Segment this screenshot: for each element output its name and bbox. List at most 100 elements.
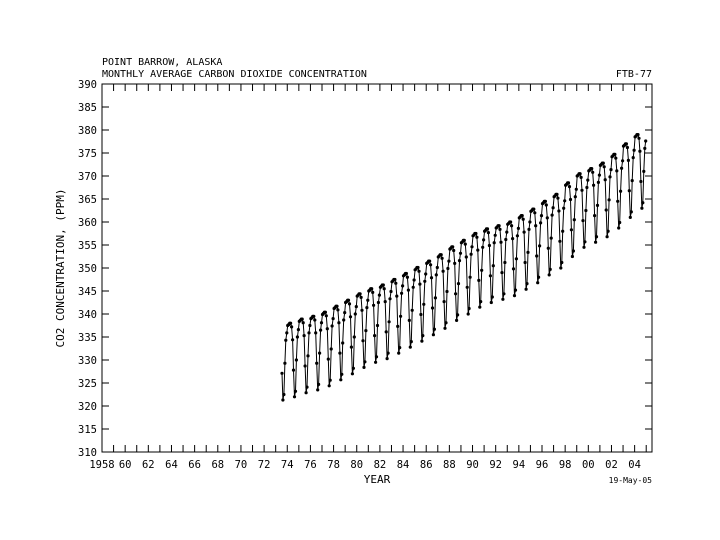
- data-point: [621, 159, 625, 163]
- data-point: [360, 308, 364, 312]
- data-point: [376, 300, 380, 305]
- data-point: [592, 183, 596, 187]
- data-point: [328, 378, 332, 382]
- x-tick-label: 60: [119, 459, 132, 471]
- y-tick-label: 370: [78, 171, 97, 183]
- data-point: [417, 269, 421, 273]
- data-point: [620, 166, 624, 170]
- data-point: [285, 331, 289, 335]
- data-point: [306, 354, 310, 358]
- data-point: [557, 209, 561, 213]
- data-point: [330, 324, 334, 328]
- data-point: [644, 139, 648, 143]
- data-point: [601, 161, 605, 165]
- x-axis-title: YEAR: [364, 473, 391, 486]
- chart-subtitle: MONTHLY AVERAGE CARBON DIOXIDE CONCENTRA…: [102, 69, 367, 80]
- data-point: [568, 197, 573, 202]
- data-point: [498, 227, 502, 231]
- data-point: [492, 241, 496, 245]
- data-point: [454, 292, 458, 296]
- data-point: [364, 329, 368, 333]
- data-point: [318, 351, 322, 355]
- data-point: [329, 347, 333, 351]
- data-point: [625, 145, 630, 150]
- data-point: [597, 173, 602, 177]
- data-point: [638, 149, 642, 153]
- data-point: [341, 341, 345, 345]
- data-point: [346, 298, 351, 302]
- data-point: [445, 289, 449, 294]
- data-point: [434, 273, 438, 277]
- data-point: [398, 346, 402, 350]
- data-point: [352, 335, 356, 339]
- data-point: [302, 334, 306, 338]
- x-tick-label: 94: [513, 459, 526, 471]
- data-point: [486, 231, 490, 235]
- y-tick-label: 385: [78, 102, 97, 114]
- data-point: [464, 255, 468, 259]
- data-point: [585, 185, 589, 190]
- data-point: [422, 302, 426, 306]
- x-tick-label: 66: [188, 459, 201, 471]
- data-point: [387, 320, 391, 324]
- data-point: [581, 219, 585, 223]
- data-point: [556, 196, 560, 200]
- x-tick-label: 90: [466, 459, 479, 471]
- data-point: [605, 235, 609, 239]
- data-point: [404, 271, 408, 276]
- data-point: [510, 224, 514, 228]
- data-point: [539, 214, 544, 218]
- data-point: [501, 297, 505, 301]
- data-point: [475, 235, 479, 239]
- data-point: [626, 158, 631, 162]
- data-point: [283, 361, 287, 365]
- y-axis-ticks: [102, 83, 652, 453]
- data-point: [546, 246, 550, 250]
- data-point: [381, 283, 385, 287]
- data-point: [539, 221, 543, 225]
- data-point: [374, 355, 379, 359]
- x-tick-label: 86: [420, 459, 433, 471]
- data-point: [604, 208, 608, 212]
- data-point: [280, 371, 284, 375]
- data-point: [535, 254, 539, 258]
- data-point: [300, 317, 304, 321]
- y-tick-label: 350: [78, 263, 97, 275]
- data-point: [421, 334, 425, 338]
- data-point: [582, 245, 586, 249]
- data-point: [595, 203, 600, 207]
- data-point: [525, 282, 529, 286]
- data-point: [396, 324, 400, 328]
- y-tick-label: 375: [78, 148, 97, 160]
- data-point: [397, 351, 401, 355]
- y-tick-label: 365: [78, 194, 97, 206]
- x-tick-label: 98: [559, 459, 572, 471]
- data-point: [631, 156, 635, 160]
- data-point: [497, 224, 501, 228]
- data-point: [639, 179, 643, 184]
- data-point: [607, 198, 611, 202]
- data-point: [385, 357, 389, 361]
- data-point: [312, 314, 316, 318]
- data-point: [373, 334, 377, 338]
- data-point: [419, 312, 423, 317]
- data-point: [476, 248, 480, 252]
- data-point: [313, 318, 317, 322]
- series-monthly-co2: [280, 133, 648, 402]
- data-point: [578, 172, 582, 176]
- x-tick-label: 68: [211, 459, 224, 471]
- data-point: [443, 326, 447, 330]
- data-point: [640, 206, 644, 210]
- data-point: [624, 142, 629, 146]
- data-point: [382, 287, 386, 291]
- data-point: [441, 269, 445, 273]
- data-point: [618, 220, 622, 225]
- data-point: [643, 146, 647, 150]
- data-point: [451, 245, 455, 249]
- data-point: [480, 268, 484, 272]
- data-point: [632, 148, 636, 152]
- data-point: [458, 251, 463, 255]
- data-point: [372, 303, 376, 307]
- data-point: [637, 136, 641, 140]
- x-tick-label: 62: [142, 459, 155, 471]
